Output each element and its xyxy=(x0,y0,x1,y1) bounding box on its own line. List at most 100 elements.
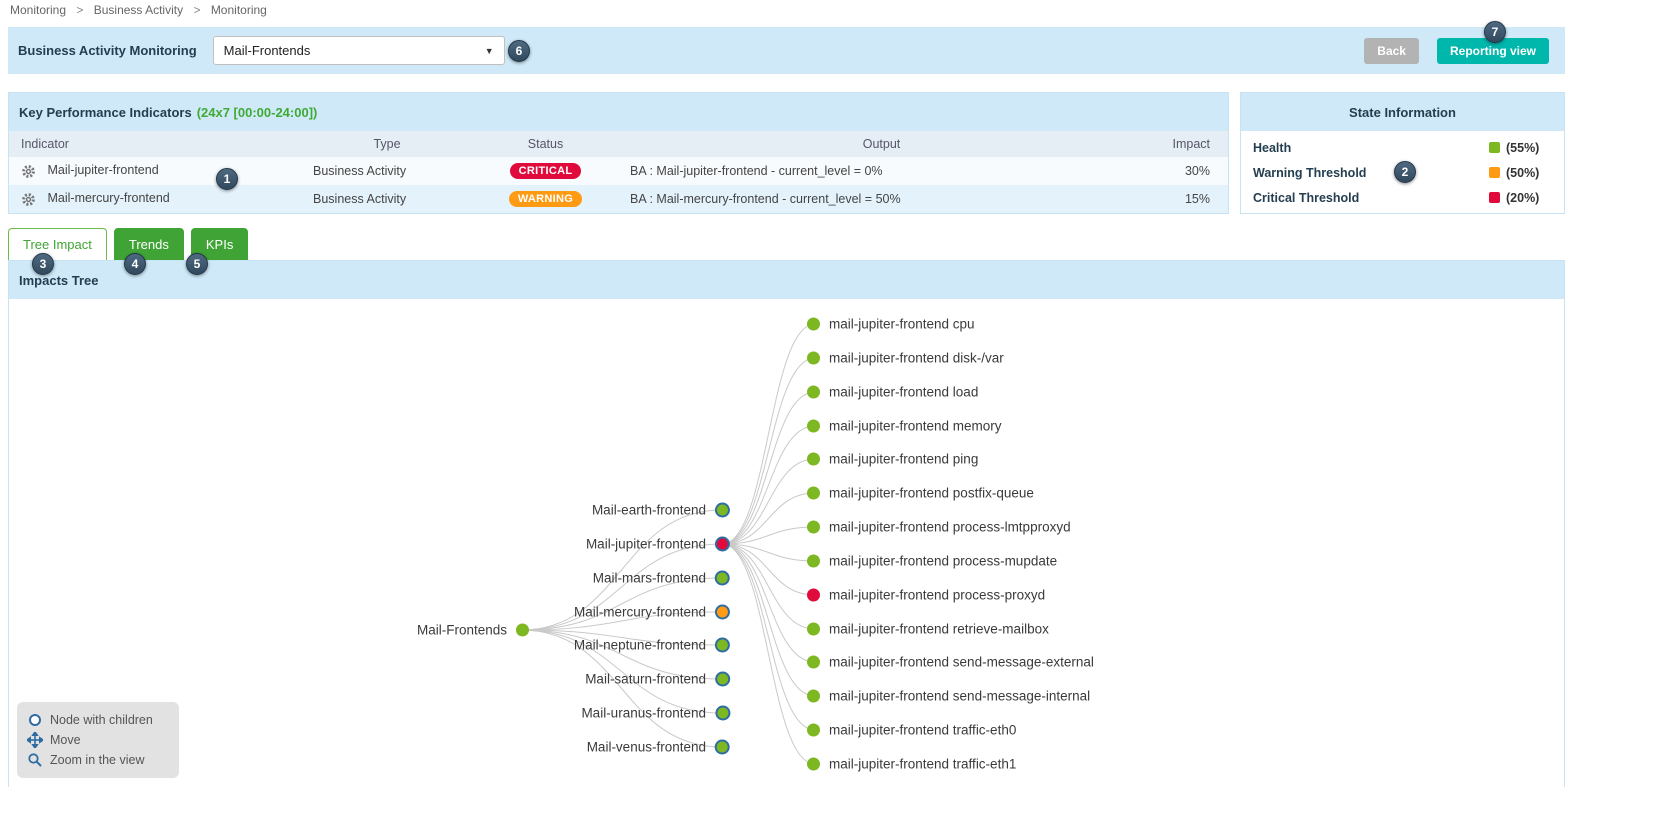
node-label: mail-jupiter-frontend ping xyxy=(829,451,979,467)
kpi-panel-title: Key Performance Indicators xyxy=(19,104,192,120)
legend-label: Zoom in the view xyxy=(50,753,145,767)
tree-node-mail-jupiter-frontend-traffic-eth0[interactable]: mail-jupiter-frontend traffic-eth0 xyxy=(807,723,1016,738)
tree-node-mail-jupiter-frontend-memory[interactable]: mail-jupiter-frontend memory xyxy=(807,419,1002,434)
tree-node-mail-jupiter-frontend-load[interactable]: mail-jupiter-frontend load xyxy=(807,385,978,400)
kpi-output: BA : Mail-jupiter-frontend - current_lev… xyxy=(630,164,883,178)
ba-monitoring-header: Business Activity Monitoring Mail-Fronte… xyxy=(8,27,1565,74)
tree-node-mail-uranus-frontend[interactable]: Mail-uranus-frontend xyxy=(581,705,730,721)
node-label: mail-jupiter-frontend process-mupdate xyxy=(829,553,1058,569)
status-dot-ok xyxy=(715,502,730,518)
tab-trends[interactable]: Trends xyxy=(113,228,184,260)
status-dot-ok xyxy=(807,317,820,331)
state-value: (20%) xyxy=(1506,190,1540,205)
state-information-header: State Information xyxy=(1241,93,1564,131)
column-indicator: Indicator xyxy=(9,131,301,157)
tab-tree-impact[interactable]: Tree Impact xyxy=(8,228,107,260)
status-badge: WARNING xyxy=(508,191,583,207)
tree-node-mail-saturn-frontend[interactable]: Mail-saturn-frontend xyxy=(585,671,730,687)
ba-select[interactable]: Mail-Frontends ▼ xyxy=(212,36,505,65)
tree-node-mail-jupiter-frontend-send-message-external[interactable]: mail-jupiter-frontend send-message-exter… xyxy=(807,655,1094,670)
column-status: Status xyxy=(473,131,618,157)
status-dot-ok xyxy=(807,655,820,669)
tree-node-mail-jupiter-frontend[interactable]: Mail-jupiter-frontend xyxy=(586,536,730,552)
tab-kpis[interactable]: KPIs xyxy=(190,228,249,260)
back-button[interactable]: Back xyxy=(1364,37,1419,64)
breadcrumb-monitoring-page[interactable]: Monitoring xyxy=(210,3,267,17)
gear-icon[interactable] xyxy=(21,192,36,207)
node-label: mail-jupiter-frontend load xyxy=(829,384,979,400)
node-label: Mail-Frontends xyxy=(416,622,507,638)
status-dot-ok xyxy=(715,739,730,755)
tree-node-mail-jupiter-frontend-process-mupdate[interactable]: mail-jupiter-frontend process-mupdate xyxy=(807,554,1057,569)
node-label: Mail-earth-frontend xyxy=(591,502,706,518)
health-color-swatch xyxy=(1489,142,1500,153)
breadcrumb-business-activity[interactable]: Business Activity xyxy=(93,3,184,17)
tree-node-mail-jupiter-frontend-ping[interactable]: mail-jupiter-frontend ping xyxy=(807,452,978,467)
tree-node-mail-earth-frontend[interactable]: Mail-earth-frontend xyxy=(591,502,730,518)
state-row-warning-threshold: Warning Threshold (50%) xyxy=(1241,160,1564,185)
impacts-tree-panel: Impacts Tree Node with children xyxy=(8,260,1565,788)
annotation-badge-1: 1 xyxy=(216,168,238,190)
legend-node-with-children: Node with children xyxy=(27,710,169,730)
status-dot-ok xyxy=(715,570,730,586)
breadcrumb-separator: > xyxy=(76,3,84,17)
node-label: mail-jupiter-frontend cpu xyxy=(829,316,975,332)
status-dot-ok xyxy=(715,671,730,687)
column-output: Output xyxy=(618,131,1133,157)
status-dot-ok xyxy=(807,452,820,466)
state-value: (50%) xyxy=(1506,165,1540,180)
tree-node-mail-frontends[interactable]: Mail-Frontends xyxy=(417,623,529,638)
chevron-down-icon: ▼ xyxy=(484,45,494,56)
kpi-type: Business Activity xyxy=(313,192,407,206)
tree-node-mail-jupiter-frontend-cpu[interactable]: mail-jupiter-frontend cpu xyxy=(807,317,975,332)
tree-node-mail-jupiter-frontend-traffic-eth1[interactable]: mail-jupiter-frontend traffic-eth1 xyxy=(807,757,1016,772)
kpi-output: BA : Mail-mercury-frontend - current_lev… xyxy=(630,192,901,206)
node-label: mail-jupiter-frontend traffic-eth0 xyxy=(829,722,1017,738)
view-tabs: Tree Impact Trends KPIs xyxy=(8,228,249,260)
gear-icon[interactable] xyxy=(21,164,36,179)
legend-label: Node with children xyxy=(50,713,153,727)
ba-select-value: Mail-Frontends xyxy=(223,43,311,58)
tree-node-mail-jupiter-frontend-process-lmtpproxyd[interactable]: mail-jupiter-frontend process-lmtpproxyd xyxy=(807,520,1071,535)
tree-legend: Node with children Move Zoom in the view xyxy=(17,702,179,778)
kpi-impact: 30% xyxy=(1184,164,1210,178)
legend-zoom: Zoom in the view xyxy=(27,750,169,770)
tree-node-mail-mars-frontend[interactable]: Mail-mars-frontend xyxy=(592,570,730,586)
tree-node-mail-jupiter-frontend-retrieve-mailbox[interactable]: mail-jupiter-frontend retrieve-mailbox xyxy=(807,622,1049,637)
state-row-health: Health (55%) xyxy=(1241,135,1564,160)
table-row[interactable]: Mail-mercury-frontend Business Activity … xyxy=(9,185,1228,213)
annotation-badge-7: 7 xyxy=(1484,21,1506,43)
node-label: mail-jupiter-frontend process-proxyd xyxy=(829,587,1046,603)
impacts-tree-canvas[interactable]: Node with children Move Zoom in the view xyxy=(9,299,1564,788)
state-information-title: State Information xyxy=(1349,104,1456,120)
node-label: Mail-neptune-frontend xyxy=(573,637,706,653)
kpi-type: Business Activity xyxy=(313,164,407,178)
node-label: Mail-venus-frontend xyxy=(586,739,706,755)
breadcrumb-monitoring[interactable]: Monitoring xyxy=(10,3,67,17)
kpi-panel: Key Performance Indicators (24x7 [00:00-… xyxy=(8,92,1229,214)
tree-node-mail-jupiter-frontend-send-message-internal[interactable]: mail-jupiter-frontend send-message-inter… xyxy=(807,689,1090,704)
tree-node-mail-jupiter-frontend-postfix-queue[interactable]: mail-jupiter-frontend postfix-queue xyxy=(807,486,1034,501)
tree-node-mail-jupiter-frontend-process-proxyd[interactable]: mail-jupiter-frontend process-proxyd xyxy=(807,588,1045,603)
kpi-reporting-period: (24x7 [00:00-24:00]) xyxy=(196,104,318,120)
state-information-panel: State Information Health (55%) Warning T… xyxy=(1240,92,1565,214)
tree-node-mail-mercury-frontend[interactable]: Mail-mercury-frontend xyxy=(573,604,730,620)
tree-node-mail-jupiter-frontend-disk-var[interactable]: mail-jupiter-frontend disk-/var xyxy=(807,351,1004,366)
kpi-panel-header: Key Performance Indicators (24x7 [00:00-… xyxy=(9,93,1228,131)
node-label: Mail-mercury-frontend xyxy=(573,604,706,620)
tree-node-mail-neptune-frontend[interactable]: Mail-neptune-frontend xyxy=(573,637,730,653)
tree-node-mail-venus-frontend[interactable]: Mail-venus-frontend xyxy=(586,739,730,755)
annotation-badge-3: 3 xyxy=(32,253,54,275)
status-dot-critical xyxy=(715,536,730,552)
status-dot-critical xyxy=(807,588,820,602)
table-row[interactable]: Mail-jupiter-frontend Business Activity … xyxy=(9,157,1228,185)
status-dot-ok xyxy=(807,385,820,399)
node-label: Mail-mars-frontend xyxy=(592,570,706,586)
state-label: Critical Threshold xyxy=(1253,190,1360,205)
node-label: mail-jupiter-frontend disk-/var xyxy=(829,350,1004,366)
legend-label: Move xyxy=(50,733,81,747)
node-label: Mail-uranus-frontend xyxy=(581,705,706,721)
breadcrumb-separator: > xyxy=(193,3,201,17)
zoom-icon xyxy=(28,753,42,767)
